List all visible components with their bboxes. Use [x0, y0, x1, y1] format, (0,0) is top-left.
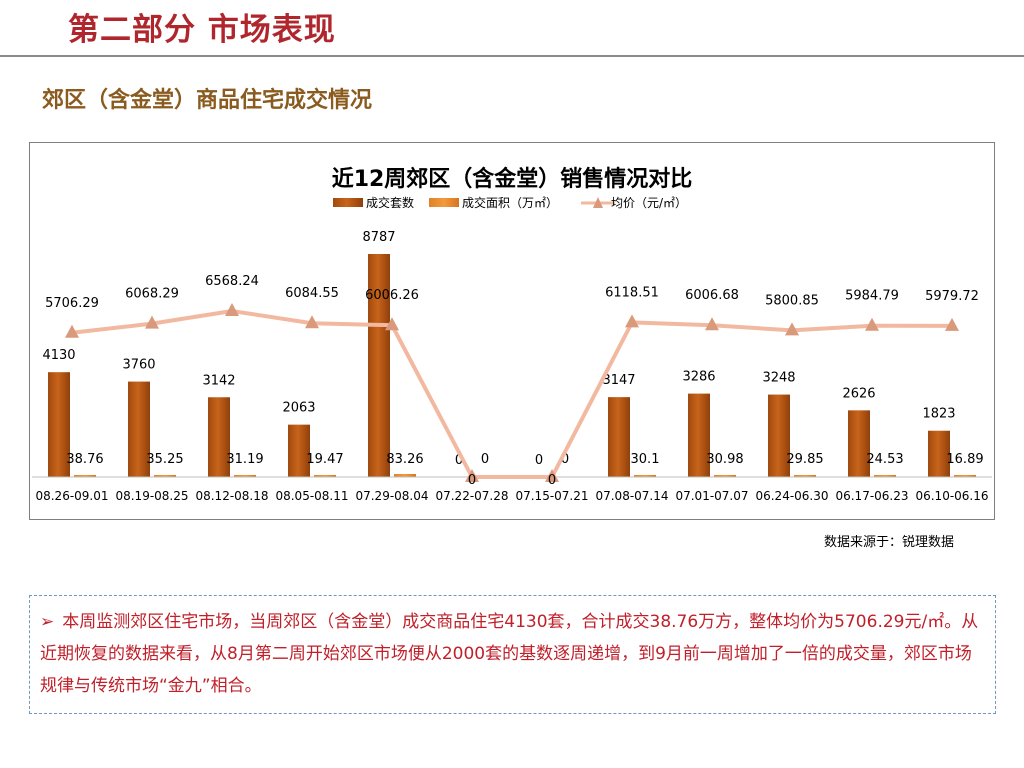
bar-units-11	[928, 430, 950, 477]
bar-area-9	[794, 475, 816, 477]
bar-area-7	[634, 475, 656, 477]
label-area-8: 30.98	[706, 452, 743, 467]
category-label-2: 08.12-08.18	[195, 489, 268, 503]
bar-area-2	[234, 475, 256, 477]
label-price-5: 0	[468, 473, 476, 488]
category-label-5: 07.22-07.28	[435, 489, 508, 503]
price-marker-2	[225, 303, 239, 316]
price-marker-1	[145, 315, 159, 329]
label-area-2: 31.19	[226, 452, 263, 467]
bar-area-10	[874, 475, 896, 477]
label-price-0: 5706.29	[45, 296, 99, 311]
category-label-11: 06.10-06.16	[915, 489, 988, 503]
label-price-4: 6006.26	[365, 288, 419, 303]
label-area-1: 35.25	[146, 452, 183, 467]
bar-area-0	[74, 475, 96, 477]
bar-area-4	[394, 474, 416, 477]
section-title: 郊区（含金堂）商品住宅成交情况	[42, 88, 373, 113]
label-area-10: 24.53	[866, 452, 903, 467]
label-area-11: 16.89	[946, 452, 983, 467]
label-area-3: 19.47	[306, 452, 343, 467]
price-marker-10	[865, 317, 879, 331]
price-marker-8	[705, 317, 719, 331]
bar-area-11	[954, 475, 976, 477]
bar-units-10	[848, 410, 870, 477]
label-area-9: 29.85	[786, 452, 823, 467]
price-marker-5	[465, 469, 479, 482]
category-label-7: 07.08-07.14	[595, 489, 668, 503]
label-price-3: 6084.55	[285, 286, 339, 301]
price-marker-6	[545, 469, 559, 482]
legend-swatch-area	[429, 198, 459, 207]
data-source-label: 数据来源于：锐理数据	[824, 535, 955, 550]
price-marker-4	[385, 317, 399, 331]
price-marker-0	[65, 324, 79, 338]
bar-units-8	[688, 393, 710, 477]
bar-units-3	[288, 424, 310, 477]
bar-area-1	[154, 475, 176, 477]
bar-area-3	[314, 475, 336, 477]
label-price-7: 6118.51	[605, 285, 659, 300]
category-label-4: 07.29-08.04	[355, 489, 428, 503]
legend-label-area: 成交面积（万㎡）	[462, 195, 558, 210]
bar-units-2	[208, 397, 230, 477]
category-label-9: 06.24-06.30	[755, 489, 828, 503]
bar-units-0	[48, 372, 70, 477]
bar-units-9	[768, 394, 790, 477]
label-price-11: 5979.72	[925, 289, 979, 304]
label-units-8: 3286	[682, 370, 715, 385]
label-area-5: 0	[481, 452, 489, 467]
label-units-11: 1823	[922, 407, 955, 422]
label-area-6: 0	[561, 452, 569, 467]
label-area-0: 38.76	[66, 452, 103, 467]
label-area-7: 30.1	[631, 452, 660, 467]
price-marker-9	[785, 322, 799, 336]
label-price-9: 5800.85	[765, 293, 819, 308]
bar-units-1	[128, 381, 150, 477]
label-units-9: 3248	[762, 371, 795, 386]
summary-note: ➢ 本周监测郊区住宅市场，当周郊区（含金堂）成交商品住宅4130套，合计成交38.…	[29, 595, 996, 714]
label-area-4: 83.26	[386, 452, 423, 467]
chart-container: 近12周郊区（含金堂）销售情况对比成交套数 成交面积（万㎡） 均价（元/㎡） 4130…	[29, 142, 995, 520]
label-price-6: 0	[548, 473, 556, 488]
label-units-2: 3142	[202, 373, 235, 388]
label-units-4: 8787	[362, 230, 395, 245]
category-label-0: 08.26-09.01	[35, 489, 108, 503]
legend-marker-price	[593, 197, 603, 208]
header-divider	[0, 55, 1024, 57]
category-label-8: 07.01-07.07	[675, 489, 748, 503]
label-units-5: 0	[455, 453, 463, 468]
legend-swatch-units	[333, 198, 363, 207]
legend-label-units: 成交套数	[366, 195, 414, 210]
category-label-6: 07.15-07.21	[515, 489, 588, 503]
label-units-0: 4130	[42, 348, 75, 363]
bar-area-8	[714, 475, 736, 477]
label-price-2: 6568.24	[205, 274, 259, 289]
chart-title: 近12周郊区（含金堂）销售情况对比	[332, 166, 693, 192]
label-units-10: 2626	[842, 386, 875, 401]
label-units-1: 3760	[122, 358, 155, 373]
page-title: 第二部分 市场表现	[68, 12, 336, 48]
summary-text: 本周监测郊区住宅市场，当周郊区（含金堂）成交商品住宅4130套，合计成交38.7…	[40, 612, 979, 696]
price-marker-7	[625, 314, 639, 328]
legend-label-price: 均价（元/㎡）	[611, 196, 687, 210]
price-marker-11	[945, 317, 959, 331]
label-price-8: 6006.68	[685, 288, 739, 303]
label-price-1: 6068.29	[125, 287, 179, 302]
category-label-1: 08.19-08.25	[115, 489, 188, 503]
summary-text-block: ➢ 本周监测郊区住宅市场，当周郊区（含金堂）成交商品住宅4130套，合计成交38.…	[40, 606, 983, 702]
category-label-10: 06.17-06.23	[835, 489, 908, 503]
category-label-3: 08.05-08.11	[275, 489, 348, 503]
price-line	[71, 309, 953, 479]
price-marker-3	[305, 315, 319, 329]
bullet-arrow-icon: ➢	[40, 612, 55, 632]
label-price-10: 5984.79	[845, 289, 899, 304]
label-units-6: 0	[535, 453, 543, 468]
label-units-7: 3147	[602, 373, 635, 388]
bar-units-4	[368, 254, 390, 477]
bar-units-7	[608, 397, 630, 477]
label-units-3: 2063	[282, 401, 315, 416]
